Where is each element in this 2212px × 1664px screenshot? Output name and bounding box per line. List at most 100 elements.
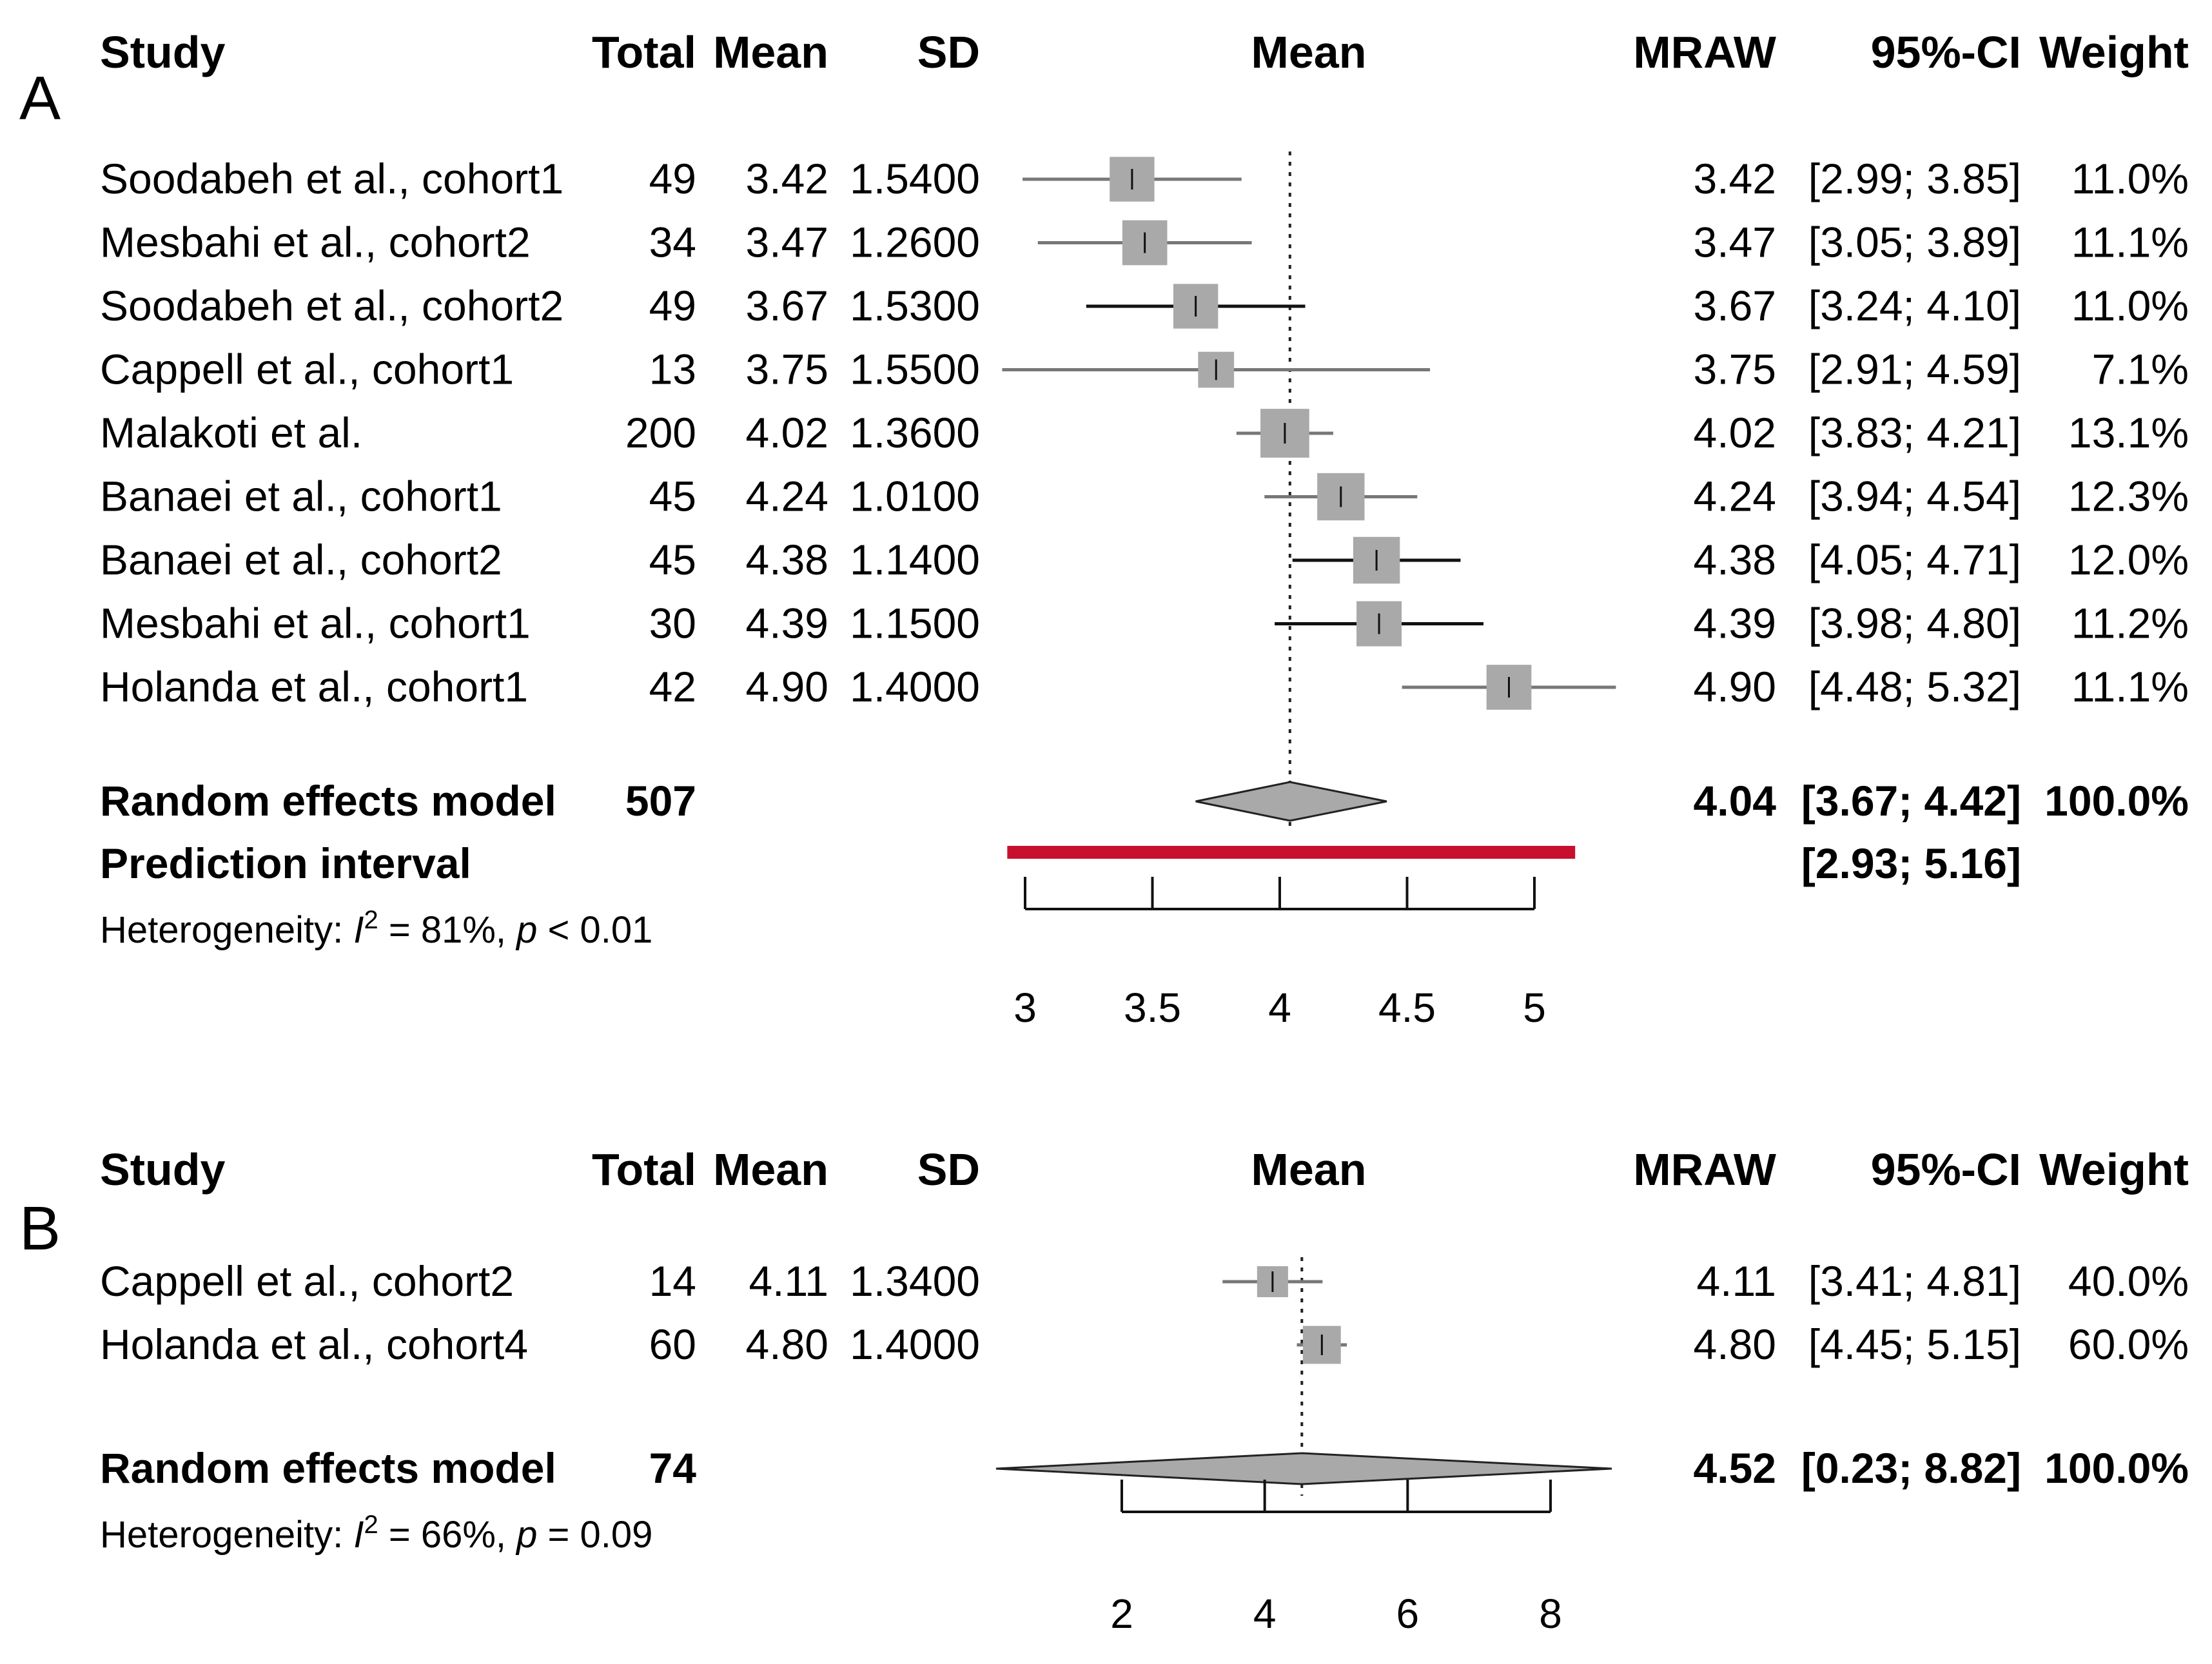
heterogeneity-pval: = 0.09	[537, 1514, 652, 1556]
study-ci: [2.91; 4.59]	[1808, 346, 2021, 393]
x-tick-label: 8	[1539, 1591, 1562, 1637]
x-tick-label: 3	[1013, 984, 1037, 1031]
study-row: Holanda et al., cohort4 60 4.80 1.4000 4.80 […	[100, 1320, 2189, 1368]
study-name: Mesbahi et al., cohort1	[100, 600, 531, 647]
study-mean: 4.24	[746, 473, 828, 520]
study-row: Mesbahi et al., cohort2 34 3.47 1.2600 3.47 […	[100, 219, 2189, 266]
study-mean: 4.39	[746, 600, 828, 647]
panel-a: A Study Total Mean SD Mean MRAW 95%-CI Weight Soo…	[19, 27, 2189, 1031]
study-sd: 1.5400	[850, 155, 980, 202]
study-sd: 1.4000	[850, 663, 980, 710]
panel-label: A	[19, 64, 61, 133]
study-ci: [4.45; 5.15]	[1808, 1320, 2021, 1368]
header-sd: SD	[917, 27, 980, 77]
x-tick-label: 3.5	[1124, 984, 1181, 1031]
heterogeneity-sup: 2	[364, 1511, 378, 1539]
header-mraw: MRAW	[1633, 27, 1776, 77]
summary-mraw: 4.04	[1694, 777, 1777, 825]
header-plot-mean: Mean	[1251, 27, 1367, 77]
study-ci: [3.41; 4.81]	[1808, 1257, 2021, 1305]
study-total: 60	[649, 1320, 696, 1368]
study-sd: 1.3400	[850, 1257, 980, 1305]
study-total: 14	[649, 1257, 696, 1305]
panel-b: B Study Total Mean SD Mean MRAW 95%-CI Weight Cap…	[19, 1144, 2189, 1637]
summary-label: Random effects model	[100, 1444, 556, 1492]
study-mraw: 4.80	[1694, 1320, 1776, 1368]
study-weight: 11.0%	[2071, 155, 2189, 202]
study-weight: 7.1%	[2092, 346, 2189, 393]
x-tick-label: 4.5	[1378, 984, 1436, 1031]
study-mraw: 3.42	[1694, 155, 1776, 202]
header-study: Study	[100, 27, 226, 77]
panel-label: B	[19, 1194, 61, 1263]
study-sd: 1.4000	[850, 1320, 980, 1368]
study-weight: 11.1%	[2071, 219, 2189, 266]
study-ci: [2.99; 3.85]	[1808, 155, 2021, 202]
study-name: Mesbahi et al., cohort2	[100, 219, 531, 266]
heterogeneity-i2: I	[353, 1514, 364, 1556]
study-row: Cappell et al., cohort2 14 4.11 1.3400 4.11 […	[100, 1257, 2189, 1305]
study-sd: 1.2600	[850, 219, 980, 266]
heterogeneity-prefix: Heterogeneity:	[100, 1514, 353, 1556]
study-weight: 12.3%	[2068, 473, 2189, 520]
heterogeneity-p: p	[515, 909, 537, 951]
study-row: Holanda et al., cohort1 42 4.90 1.4000 4.90 […	[100, 663, 2189, 710]
study-weight: 40.0%	[2068, 1257, 2189, 1305]
study-total: 30	[649, 600, 696, 647]
study-name: Cappell et al., cohort2	[100, 1257, 514, 1305]
summary-total: 507	[625, 777, 696, 825]
study-name: Holanda et al., cohort1	[100, 663, 528, 710]
summary-diamond	[995, 1452, 1612, 1485]
summary-weight: 100.0%	[2044, 777, 2189, 825]
x-axis: 3 3.5 4 4.5 5	[1013, 877, 1546, 1031]
study-mean: 3.47	[746, 219, 828, 266]
header-ci: 95%-CI	[1871, 27, 2021, 77]
study-mean: 4.11	[749, 1257, 828, 1305]
x-tick-label: 6	[1396, 1591, 1420, 1637]
heterogeneity-p: p	[515, 1514, 537, 1556]
study-mean: 3.42	[746, 155, 828, 202]
summary-weight: 100.0%	[2044, 1444, 2189, 1492]
heterogeneity-pval: < 0.01	[537, 909, 652, 951]
prediction-row: Prediction interval [2.93; 5.16]	[100, 839, 2021, 887]
heterogeneity-text: Heterogeneity: I2 = 66%, p = 0.09	[100, 1511, 652, 1556]
header-total: Total	[592, 27, 696, 77]
x-tick-label: 2	[1110, 1591, 1133, 1637]
x-tick-label: 5	[1523, 984, 1546, 1031]
study-sd: 1.5500	[850, 346, 980, 393]
study-sd: 1.0100	[850, 473, 980, 520]
header-total: Total	[592, 1144, 696, 1195]
study-sd: 1.1400	[850, 536, 980, 583]
study-name: Malakoti et al.	[100, 409, 362, 456]
header-mean: Mean	[713, 1144, 828, 1195]
study-mraw: 4.90	[1694, 663, 1776, 710]
study-ci: [3.83; 4.21]	[1808, 409, 2021, 456]
study-total: 42	[649, 663, 696, 710]
header-study: Study	[100, 1144, 226, 1195]
study-weight: 13.1%	[2068, 409, 2189, 456]
study-sd: 1.1500	[850, 600, 980, 647]
study-total: 200	[625, 409, 696, 456]
summary-ci: [0.23; 8.82]	[1801, 1444, 2021, 1492]
x-tick-label: 4	[1268, 984, 1291, 1031]
study-mraw: 4.02	[1694, 409, 1776, 456]
study-mraw: 3.75	[1694, 346, 1776, 393]
study-weight: 11.2%	[2071, 600, 2189, 647]
summary-ci: [3.67; 4.42]	[1801, 777, 2021, 825]
study-sd: 1.3600	[850, 409, 980, 456]
study-mraw: 3.47	[1694, 219, 1776, 266]
study-weight: 12.0%	[2068, 536, 2189, 583]
study-weight: 11.1%	[2071, 663, 2189, 710]
study-row: Soodabeh et al., cohort1 49 3.42 1.5400 3.42…	[100, 155, 2189, 202]
summary-mraw: 4.52	[1694, 1444, 1776, 1492]
summary-diamond	[1195, 781, 1387, 822]
study-mean: 4.80	[746, 1320, 828, 1368]
heterogeneity-i2: I	[353, 909, 364, 951]
study-ci: [3.94; 4.54]	[1808, 473, 2021, 520]
study-mraw: 4.39	[1694, 600, 1776, 647]
study-ci: [3.05; 3.89]	[1808, 219, 2021, 266]
study-mean: 4.38	[746, 536, 828, 583]
x-axis: 2 4 6 8	[1110, 1480, 1562, 1637]
study-name: Cappell et al., cohort1	[100, 346, 514, 393]
